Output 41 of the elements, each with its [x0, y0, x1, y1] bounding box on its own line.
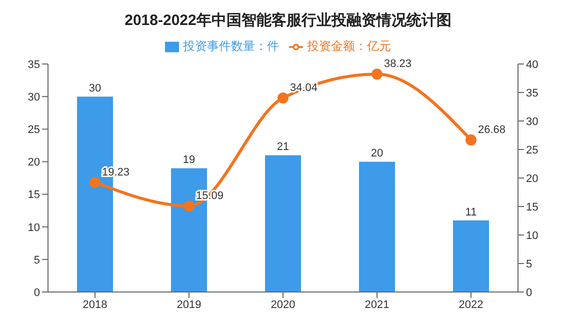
y-tick-label: 15 — [28, 189, 40, 202]
chart-title: 2018-2022年中国智能客服行业投融资情况统计图 — [124, 11, 452, 31]
x-tick-label: 2020 — [270, 298, 296, 311]
y-tick-label: 10 — [28, 222, 40, 234]
point — [372, 68, 382, 80]
data-label: 20 — [370, 148, 384, 160]
y-tick-label: 30 — [28, 91, 40, 104]
y2-tick-label: 15 — [526, 201, 538, 214]
data-label: 38.23 — [384, 58, 412, 70]
point — [466, 134, 476, 146]
legend-label: 投资金额：亿元 — [307, 39, 391, 53]
point — [278, 92, 288, 104]
legend-label: 投资事件数量：件 — [183, 39, 279, 53]
data-label: 15.09 — [196, 190, 224, 202]
data-label: 19 — [182, 154, 196, 166]
data-label: 26.68 — [478, 124, 506, 136]
data-label: 21 — [276, 141, 290, 154]
x-tick-label: 2022 — [458, 298, 484, 311]
y2-tick-label: 20 — [526, 172, 538, 185]
bar — [453, 220, 489, 292]
y-tick-label: 35 — [28, 58, 40, 71]
bar — [265, 155, 301, 292]
y-tick-label: 25 — [28, 124, 40, 136]
y-tick-label: 0 — [34, 286, 40, 299]
data-label: 11 — [465, 206, 477, 218]
y-tick-label: 5 — [34, 254, 40, 266]
y2-tick-label: 25 — [526, 144, 538, 156]
y2-tick-label: 10 — [526, 230, 538, 242]
y-tick-label: 20 — [28, 156, 40, 169]
point — [90, 176, 100, 188]
data-label: 30 — [88, 82, 102, 95]
bar — [359, 162, 395, 292]
y2-tick-label: 30 — [526, 116, 538, 128]
y2-tick-label: 0 — [526, 286, 532, 299]
y2-tick-label: 35 — [526, 87, 538, 100]
x-tick-label: 2021 — [364, 298, 390, 311]
point — [184, 200, 194, 212]
x-tick-label: 2018 — [82, 298, 108, 311]
y2-tick-label: 5 — [526, 258, 532, 270]
x-tick-label: 2019 — [176, 298, 202, 311]
y2-tick-label: 40 — [526, 58, 538, 71]
